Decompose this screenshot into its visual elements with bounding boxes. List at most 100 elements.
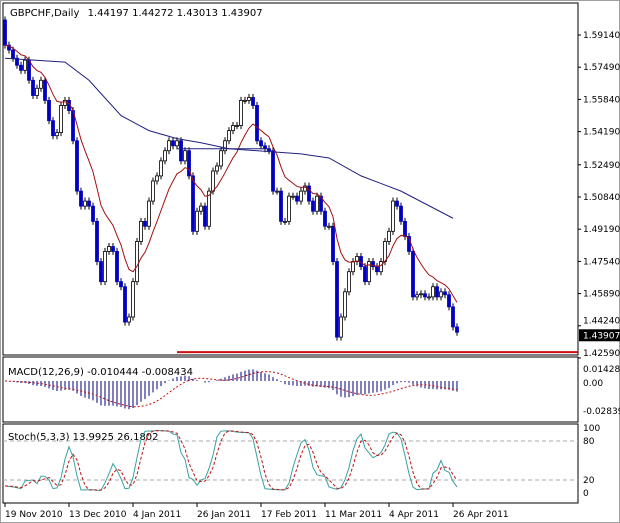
bear-candle (47, 99, 51, 122)
price-tick-label: 1.45890 (583, 290, 620, 300)
bear-candle (95, 220, 99, 262)
date-tick-label: 26 Jan 2011 (197, 510, 251, 520)
bull-candle (387, 230, 391, 242)
bull-candle (339, 316, 343, 338)
bull-candle (151, 180, 155, 202)
fast-moving-average-line (4, 44, 458, 303)
bull-candle (427, 296, 431, 299)
bear-candle (11, 49, 15, 59)
bull-candle (287, 195, 291, 222)
bull-candle (239, 99, 243, 126)
date-tick-label: 11 Mar 2011 (325, 510, 382, 520)
bull-candle (127, 316, 131, 323)
bear-candle (179, 140, 183, 162)
bull-candle (23, 59, 27, 71)
bull-candle (343, 291, 347, 318)
price-tick-label: 1.59140 (583, 31, 620, 41)
bull-candle (431, 286, 435, 298)
bear-candle (423, 293, 427, 298)
bear-candle (19, 64, 23, 71)
date-tick-label: 4 Apr 2011 (389, 510, 439, 520)
bull-candle (211, 170, 215, 192)
bull-candle (227, 130, 231, 142)
bear-candle (7, 44, 11, 51)
bull-candle (195, 210, 199, 232)
date-tick-label: 26 Apr 2011 (453, 510, 509, 520)
bear-candle (75, 140, 79, 192)
bull-candle (163, 150, 167, 162)
bull-candle (383, 241, 387, 262)
bull-candle (231, 125, 235, 132)
bull-candle (59, 105, 63, 133)
macd-signal-line (4, 371, 458, 408)
price-tick-label: 1.57490 (583, 63, 620, 73)
bear-candle (307, 185, 311, 202)
bear-candle (191, 175, 195, 232)
bull-candle (131, 281, 135, 318)
bull-candle (315, 195, 319, 212)
bull-candle (147, 200, 151, 227)
header-open: 1.44197 (88, 8, 129, 19)
bear-candle (399, 205, 403, 222)
bull-candle (415, 294, 419, 298)
bull-candle (63, 99, 67, 106)
date-tick-label: 13 Dec 2010 (69, 510, 127, 520)
bull-candle (379, 261, 383, 273)
bull-candle (167, 140, 171, 152)
bull-candle (223, 140, 227, 152)
bear-candle (271, 150, 275, 192)
bear-candle (111, 246, 115, 252)
bear-candle (43, 79, 47, 101)
price-tick-label: 1.52490 (583, 161, 620, 171)
price-tick-label: 1.50840 (583, 193, 620, 203)
header-close: 1.43907 (221, 8, 262, 19)
slow-moving-average-line (4, 57, 454, 219)
bear-candle (435, 286, 439, 298)
bull-candle (419, 293, 423, 296)
bear-candle (451, 306, 455, 328)
bull-candle (439, 291, 443, 298)
stoch-tick-label: 100 (583, 424, 600, 434)
bull-candle (347, 271, 351, 293)
bear-candle (295, 195, 299, 202)
bear-candle (259, 140, 263, 147)
bear-candle (27, 59, 31, 81)
bull-candle (159, 160, 163, 177)
bull-candle (235, 125, 239, 127)
bull-candle (39, 79, 43, 89)
bull-candle (391, 200, 395, 232)
header-low: 1.43013 (177, 8, 218, 19)
bull-candle (275, 190, 279, 193)
bear-candle (443, 291, 447, 296)
price-tick-label: 1.44240 (583, 316, 620, 326)
bear-candle (255, 105, 259, 142)
chart-header: GBPCHF,Daily 1.44197 1.44272 1.43013 1.4… (10, 8, 263, 19)
price-tick-label: 1.47540 (583, 257, 620, 267)
main-panel-border (2, 2, 579, 356)
bear-candle (3, 19, 7, 46)
price-tick-label: 1.54190 (583, 128, 620, 138)
bear-candle (455, 326, 459, 333)
price-tick-label: 1.49190 (583, 225, 620, 235)
bull-candle (207, 190, 211, 227)
bull-candle (291, 195, 295, 198)
bear-candle (171, 140, 175, 147)
bear-candle (371, 261, 375, 268)
bull-candle (299, 190, 303, 202)
bear-candle (143, 220, 147, 227)
bear-candle (407, 235, 411, 252)
bull-candle (355, 256, 359, 262)
bear-candle (335, 261, 339, 338)
bear-candle (319, 195, 323, 212)
bear-candle (251, 97, 255, 106)
current-price-label: 1.43907 (583, 331, 620, 341)
price-tick-label: 1.42590 (583, 349, 620, 359)
bear-candle (123, 286, 127, 323)
bear-candle (411, 251, 415, 298)
bear-candle (403, 220, 407, 237)
stoch-tick-label: 20 (583, 476, 595, 486)
bear-candle (447, 294, 451, 308)
bear-candle (87, 200, 91, 207)
macd-tick-label: 0.00 (583, 379, 603, 389)
